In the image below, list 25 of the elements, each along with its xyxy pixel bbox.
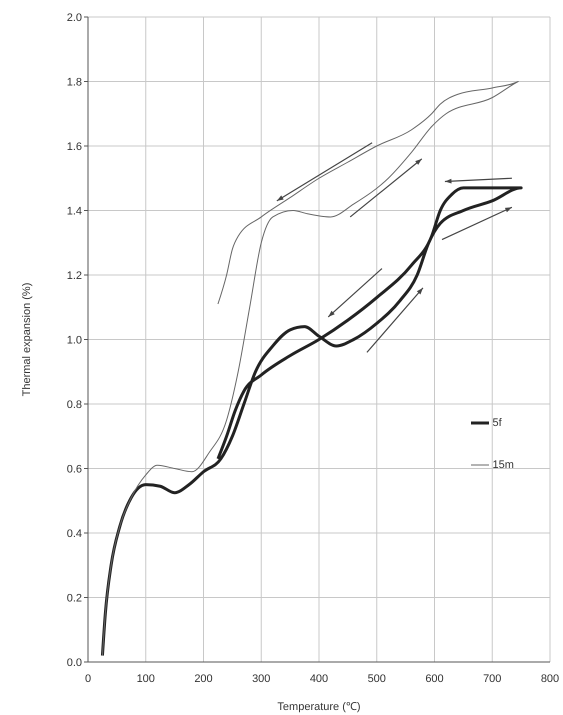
- y-tick-label: 0.2: [66, 592, 82, 604]
- y-tick-label: 0.8: [66, 398, 82, 411]
- x-tick-label: 400: [310, 672, 328, 685]
- y-tick-label: 1.2: [66, 270, 82, 282]
- y-tick-label: 1.6: [66, 140, 82, 153]
- x-tick-label: 600: [425, 672, 444, 685]
- x-tick-label: 100: [136, 672, 155, 685]
- y-tick-label: 0.4: [66, 528, 82, 540]
- line-series: [102, 81, 519, 656]
- x-tick-label: 500: [368, 672, 386, 685]
- x-tick-label: 0: [84, 672, 92, 685]
- y-tick-label: 2.0: [66, 12, 82, 24]
- legend-label: 15m: [492, 458, 514, 471]
- y-tick-label: 0.0: [66, 656, 82, 669]
- y-tick-label: 1.4: [66, 205, 82, 218]
- x-tick-label: 200: [194, 672, 213, 685]
- y-tick-label: 0.6: [66, 463, 82, 476]
- x-axis-title: Temperature (℃): [277, 701, 361, 713]
- legend-label: 5f: [492, 416, 502, 429]
- y-tick-label: 1.8: [66, 76, 82, 88]
- x-tick-label: 300: [252, 672, 270, 685]
- y-axis-title: Thermal expansion (%): [20, 282, 33, 396]
- x-tick-label: 700: [483, 672, 502, 685]
- y-tick-label: 1.0: [66, 334, 82, 346]
- x-tick-label: 800: [540, 672, 560, 685]
